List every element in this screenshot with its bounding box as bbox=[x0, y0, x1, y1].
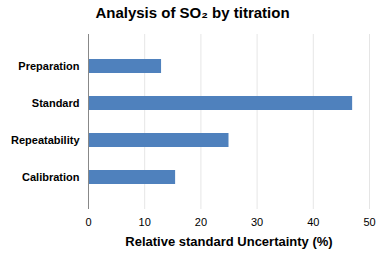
svg-text:30: 30 bbox=[251, 216, 263, 228]
svg-text:40: 40 bbox=[307, 216, 319, 228]
svg-text:Preparation: Preparation bbox=[18, 60, 79, 72]
html-text:Analysis of SO₂ by titration: Analysis of SO₂ by titration bbox=[95, 4, 290, 21]
svg-text:10: 10 bbox=[139, 216, 151, 228]
svg-text:50: 50 bbox=[363, 216, 375, 228]
svg-text:Repeatability: Repeatability bbox=[11, 134, 80, 146]
svg-text:Standard: Standard bbox=[32, 97, 80, 109]
svg-text:20: 20 bbox=[195, 216, 207, 228]
svg-text:Relative standard Uncertainty: Relative standard Uncertainty (%) bbox=[125, 234, 332, 249]
svg-text:Calibration: Calibration bbox=[22, 171, 80, 183]
svg-text:0: 0 bbox=[85, 216, 91, 228]
